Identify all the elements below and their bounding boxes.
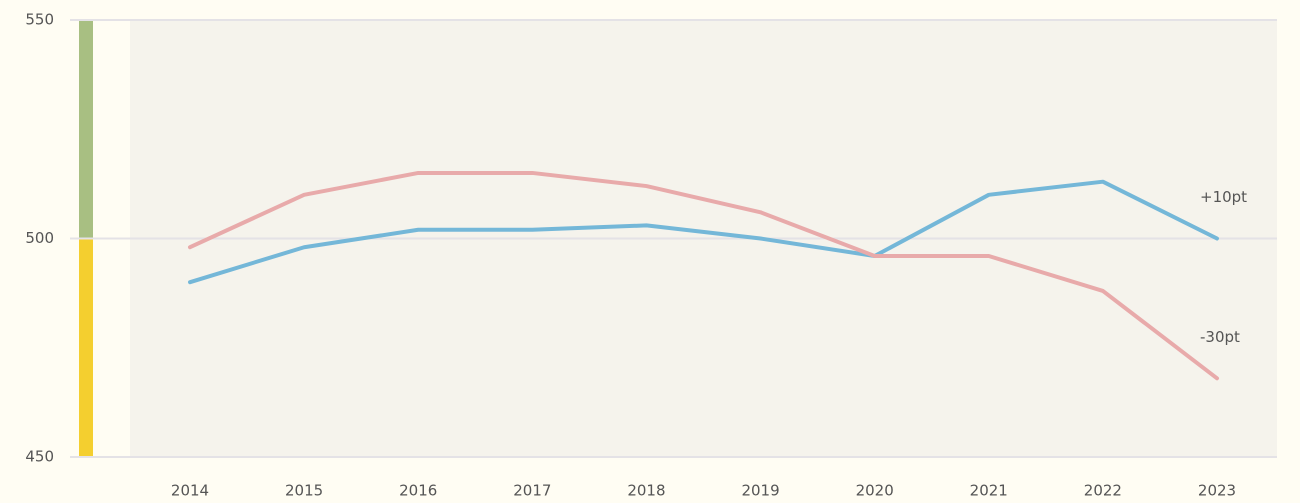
range-band	[79, 20, 93, 239]
line-series	[188, 179, 1219, 285]
range-band	[79, 238, 93, 457]
x-tick-label: 2017	[513, 482, 551, 500]
line-series	[188, 170, 1219, 381]
y-tick-label: 550	[25, 11, 54, 29]
x-tick-label: 2014	[171, 482, 209, 500]
x-tick-label: 2022	[1084, 482, 1122, 500]
x-tick-label: 2023	[1198, 482, 1236, 500]
annotation: -30pt	[1200, 328, 1240, 346]
x-tick-label: 2021	[970, 482, 1008, 500]
x-tick-label: 2015	[285, 482, 323, 500]
x-tick-label: 2020	[856, 482, 894, 500]
y-tick-label: 450	[25, 448, 54, 466]
annotation: +10pt	[1200, 188, 1247, 206]
x-tick-label: 2016	[399, 482, 437, 500]
x-tick-label: 2018	[627, 482, 665, 500]
y-tick-label: 500	[25, 229, 54, 247]
x-tick-label: 2019	[741, 482, 779, 500]
